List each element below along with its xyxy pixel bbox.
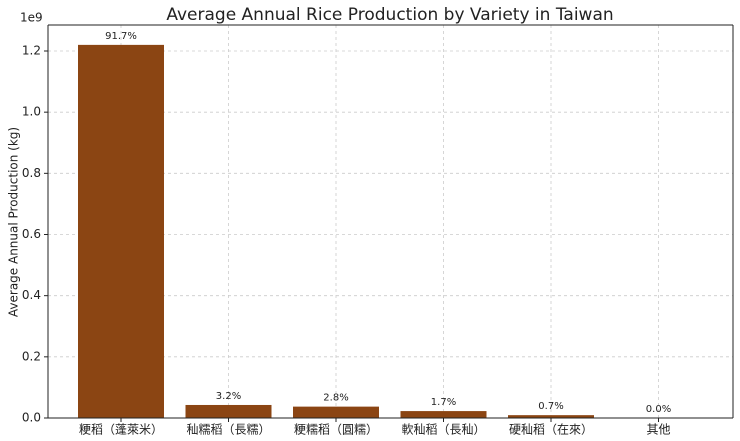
y-tick-label: 1.2	[22, 43, 41, 57]
share-label: 91.7%	[105, 31, 137, 42]
y-tick-label: 0.2	[22, 349, 41, 363]
y-tick-label: 0.0	[22, 411, 41, 425]
y-offset-label: 1e9	[20, 11, 43, 25]
x-tick-label: 粳稻（蓬萊米）	[79, 423, 163, 437]
bar	[185, 404, 272, 418]
share-label: 1.7%	[431, 397, 456, 408]
x-tick-label: 秈糯稻（長糯）	[186, 423, 270, 437]
x-tick-label: 其他	[646, 423, 670, 437]
y-tick-label: 0.8	[22, 166, 41, 180]
y-tick-label: 1.0	[22, 105, 41, 119]
bar	[78, 44, 164, 418]
share-label: 3.2%	[216, 391, 241, 402]
x-tick-label: 硬秈稻（在來）	[509, 423, 593, 437]
chart-title: Average Annual Rice Production by Variet…	[166, 5, 613, 25]
y-tick-label: 0.4	[22, 288, 41, 302]
share-label: 0.7%	[538, 401, 563, 412]
y-tick-label: 0.6	[22, 227, 41, 241]
y-axis-label: Average Annual Production (kg)	[7, 127, 21, 317]
x-tick-label: 粳糯稻（圓糯）	[294, 423, 378, 437]
share-label: 0.0%	[646, 404, 671, 415]
share-label: 2.8%	[323, 393, 348, 404]
bar	[400, 411, 487, 418]
x-tick-label: 軟秈稻（長秈）	[401, 422, 485, 437]
bar	[508, 415, 594, 418]
bar	[293, 406, 379, 418]
